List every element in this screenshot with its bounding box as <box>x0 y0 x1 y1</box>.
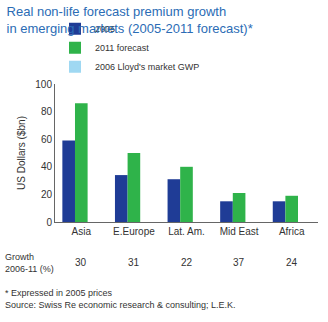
svg-text:Growth: Growth <box>5 252 34 262</box>
svg-text:22: 22 <box>181 257 193 268</box>
svg-text:37: 37 <box>233 257 245 268</box>
svg-text:31: 31 <box>128 257 140 268</box>
svg-text:2006 Lloyd's market GWP: 2006 Lloyd's market GWP <box>95 62 199 72</box>
svg-text:0: 0 <box>46 217 52 228</box>
svg-text:24: 24 <box>286 257 298 268</box>
svg-text:US Dollars ($bn): US Dollars ($bn) <box>16 116 27 190</box>
svg-text:40: 40 <box>41 161 53 172</box>
svg-text:Lat. Am.: Lat. Am. <box>168 226 205 237</box>
svg-text:20: 20 <box>41 189 53 200</box>
svg-text:2005: 2005 <box>95 24 115 34</box>
svg-text:Africa: Africa <box>279 226 305 237</box>
svg-text:100: 100 <box>35 79 52 90</box>
svg-text:Source: Swiss Re economic rese: Source: Swiss Re economic research & con… <box>5 300 236 310</box>
svg-text:Asia: Asia <box>72 226 92 237</box>
svg-text:Real non-life forecast premium: Real non-life forecast premium growthin … <box>7 4 253 36</box>
svg-text:Mid East: Mid East <box>220 226 259 237</box>
svg-text:E.Europe: E.Europe <box>113 226 155 237</box>
svg-text:30: 30 <box>75 257 87 268</box>
svg-text:* Expressed in 2005 prices: * Expressed in 2005 prices <box>5 288 113 298</box>
svg-text:2006-11 (%): 2006-11 (%) <box>5 264 54 274</box>
svg-text:2011 forecast: 2011 forecast <box>95 43 149 53</box>
svg-text:80: 80 <box>41 106 53 117</box>
svg-text:60: 60 <box>41 134 53 145</box>
